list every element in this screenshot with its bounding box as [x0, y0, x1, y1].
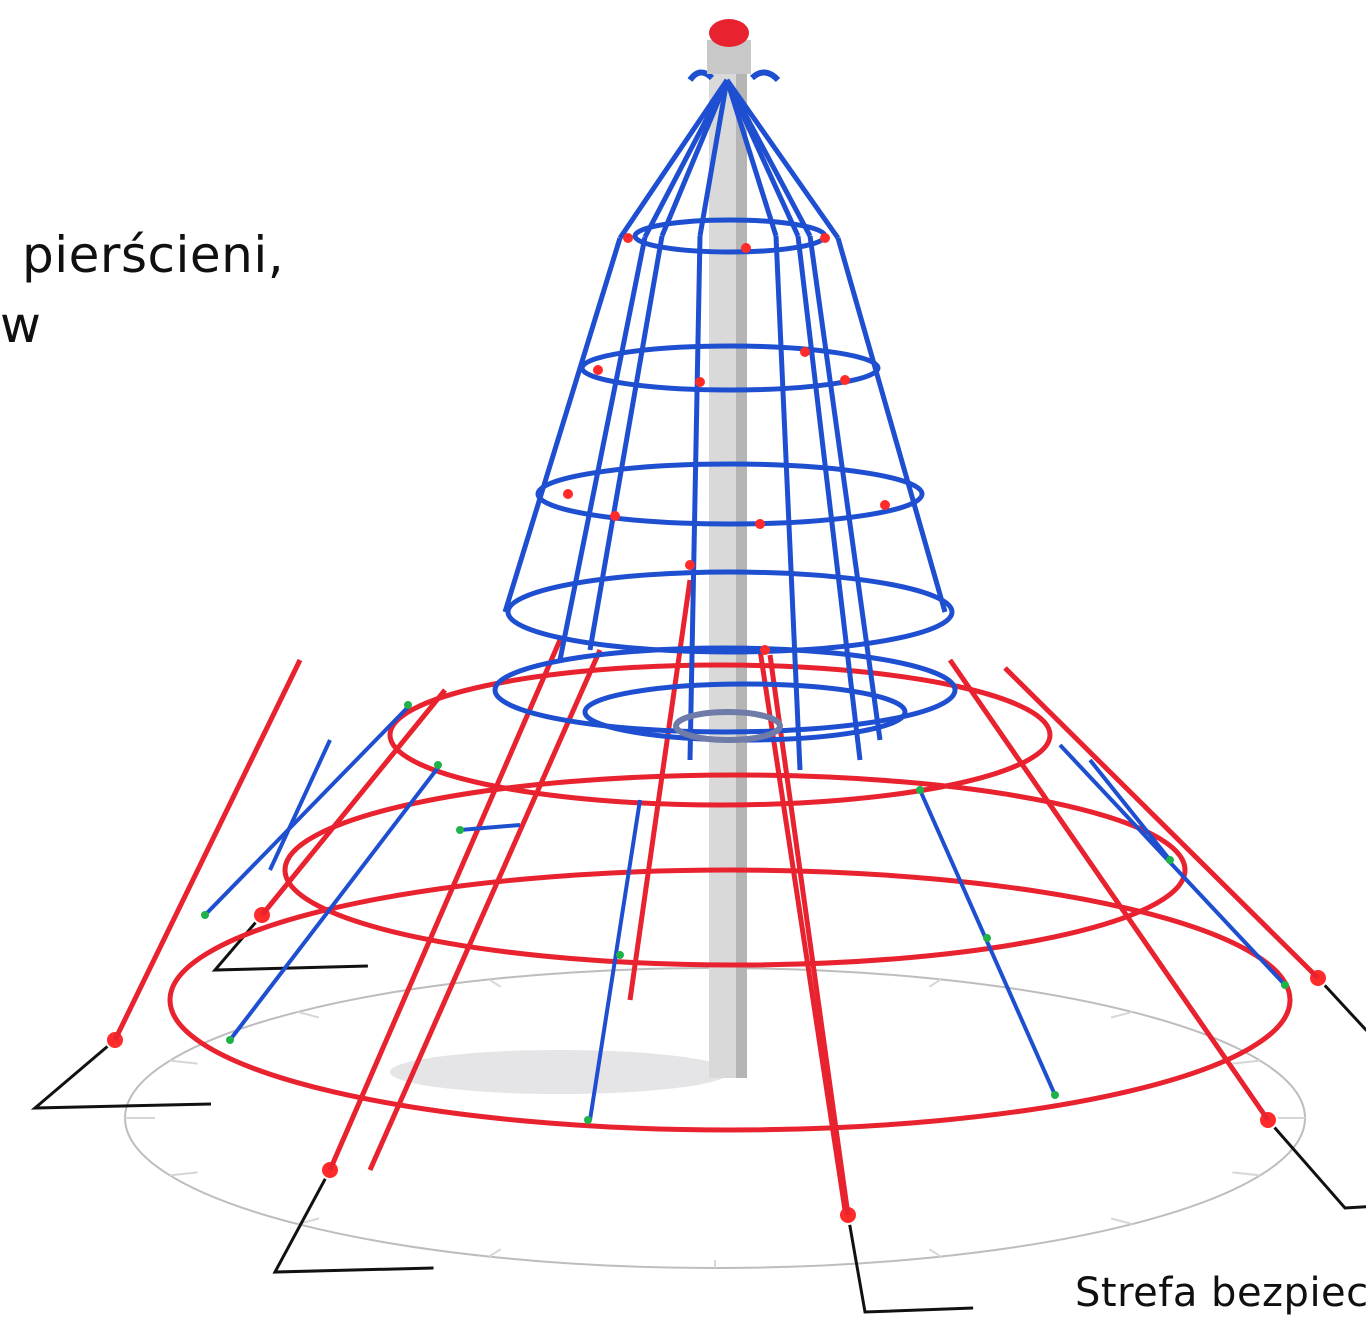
- green-connector: [434, 761, 442, 769]
- red-connector: [695, 377, 705, 387]
- green-connector: [916, 786, 924, 794]
- rope-connectors: [201, 233, 1289, 1124]
- ground-anchor: [1266, 1119, 1366, 1210]
- green-connector: [983, 934, 991, 942]
- center-hub: [673, 709, 783, 743]
- blue-rope-outer: [1088, 758, 1172, 862]
- blue-inner-ring: [492, 645, 958, 735]
- mast-shadow: [390, 1050, 730, 1094]
- safety-zone-tick: [1110, 1217, 1133, 1226]
- blue-rope-lower: [502, 237, 623, 613]
- top-cap-ball: [709, 19, 749, 47]
- red-rope: [112, 658, 303, 1042]
- ground-anchor: [846, 1214, 974, 1314]
- blue-ring: [535, 461, 925, 527]
- top-cap: [687, 19, 781, 83]
- safety-zone-tick: [169, 1171, 198, 1177]
- red-rope: [260, 688, 447, 917]
- red-connector: [623, 233, 633, 243]
- red-rope: [327, 639, 563, 1171]
- green-connector: [616, 951, 624, 959]
- caption-text-line-2: w: [0, 296, 41, 354]
- blue-rope-outer: [918, 789, 1057, 1096]
- red-ring: [387, 662, 1053, 808]
- safety-zone-tick: [1232, 1171, 1261, 1177]
- red-connector: [610, 511, 620, 521]
- safety-zone-caption: Strefa bezpiec: [1075, 1270, 1366, 1316]
- red-connector: [741, 243, 751, 253]
- safety-zone-tick: [928, 1248, 942, 1258]
- green-connector: [404, 701, 412, 709]
- red-connector: [800, 347, 810, 357]
- blue-ring: [505, 569, 955, 655]
- red-connector: [755, 519, 765, 529]
- blue-rope-upper: [697, 79, 730, 237]
- blue-rope-outer: [203, 703, 412, 917]
- blue-rope-lower: [773, 235, 803, 771]
- safety-zone-tick: [1110, 1010, 1133, 1019]
- red-connector: [880, 500, 890, 510]
- safety-zone-tick: [169, 1059, 198, 1065]
- blue-rope-outer: [459, 823, 521, 832]
- green-connector: [226, 1036, 234, 1044]
- ground-anchor: [1316, 976, 1366, 1032]
- red-connector: [593, 365, 603, 375]
- red-ring: [167, 867, 1293, 1133]
- blue-rope-outer: [228, 763, 442, 1042]
- blue-rope-upper: [724, 78, 841, 240]
- blue-rope-outer: [1058, 743, 1287, 987]
- green-connector: [1166, 856, 1174, 864]
- blue-rope-lower: [795, 235, 863, 761]
- blue-rope-upper: [617, 78, 730, 240]
- green-connector: [201, 911, 209, 919]
- blue-rope-upper: [724, 78, 801, 238]
- red-rope-net: [112, 579, 1320, 1216]
- blue-rope-lower: [807, 235, 883, 741]
- red-connector: [685, 560, 695, 570]
- green-connector: [1051, 1091, 1059, 1099]
- blue-rope-upper: [724, 79, 779, 237]
- red-rope-inner: [367, 648, 603, 1172]
- ground-anchor: [272, 1169, 434, 1274]
- red-connector: [760, 645, 770, 655]
- safety-zone-tick: [928, 978, 942, 988]
- red-rope-inner: [627, 579, 693, 1001]
- green-connector: [584, 1116, 592, 1124]
- caption-text-line-1: pierścieni,: [22, 226, 285, 284]
- red-rope-inner: [757, 649, 848, 1211]
- blue-rope-lower: [587, 235, 665, 651]
- safety-zone-tick: [1232, 1059, 1261, 1065]
- red-connector: [820, 233, 830, 243]
- top-shackles: [687, 69, 781, 83]
- safety-zone-tick: [488, 1248, 502, 1258]
- green-connector: [1281, 981, 1289, 989]
- ground-anchor: [30, 1038, 212, 1110]
- red-rope: [1003, 666, 1320, 980]
- red-connector: [840, 375, 850, 385]
- blue-rope-outer: [268, 739, 332, 871]
- red-rope: [767, 654, 851, 1216]
- blue-rope-lower: [687, 235, 703, 761]
- red-rope: [947, 658, 1271, 1122]
- green-connector: [456, 826, 464, 834]
- red-ring: [282, 772, 1188, 968]
- safety-zone-tick: [297, 1010, 320, 1019]
- blue-rope-net: [203, 78, 1287, 1121]
- safety-zone-tick: [488, 978, 502, 988]
- blue-rope-upper: [642, 78, 730, 239]
- blue-rope-lower: [557, 236, 648, 661]
- blue-rope-lower: [835, 237, 948, 613]
- red-connector: [563, 489, 573, 499]
- ground-shadow: [390, 1050, 730, 1094]
- blue-rope-outer: [588, 799, 642, 1121]
